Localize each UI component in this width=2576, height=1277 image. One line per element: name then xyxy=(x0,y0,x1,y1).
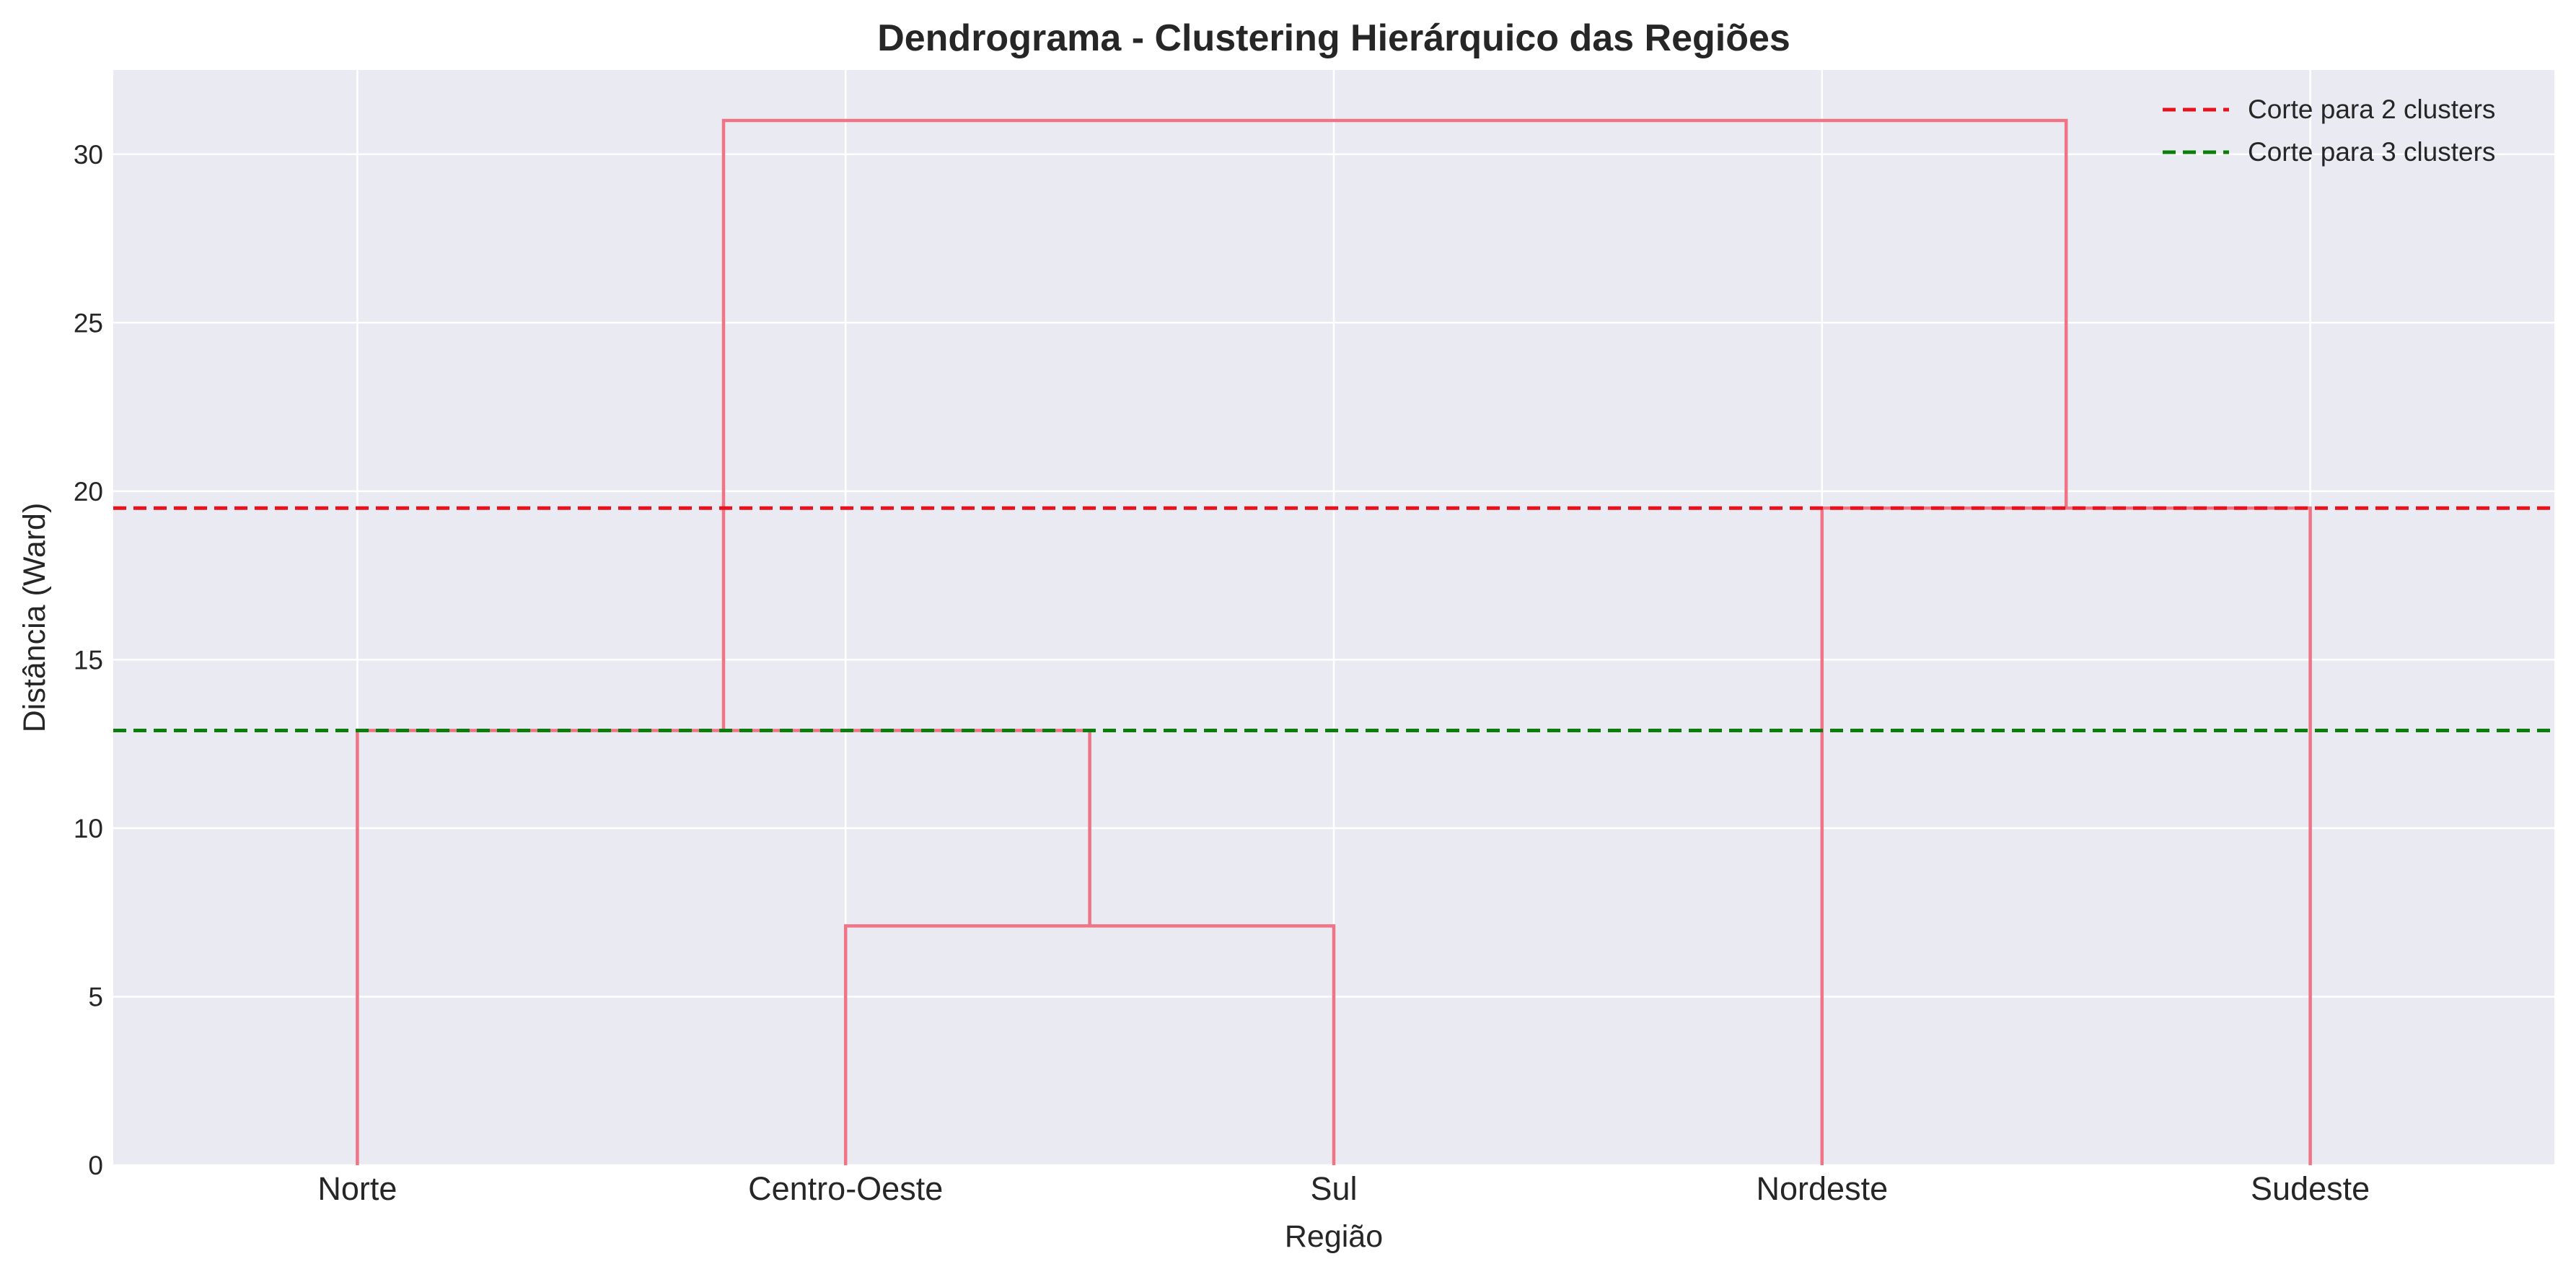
x-tick-label: Norte xyxy=(317,1170,397,1207)
y-tick-label: 10 xyxy=(74,814,103,843)
legend-label-cut-3: Corte para 3 clusters xyxy=(2248,137,2495,167)
y-tick-label: 20 xyxy=(74,477,103,506)
legend-label-cut-2: Corte para 2 clusters xyxy=(2248,95,2495,124)
dendrogram-link xyxy=(721,118,2068,731)
y-tick-labels: 0 5 10 15 20 25 30 xyxy=(74,140,103,1180)
x-tick-label: Nordeste xyxy=(1757,1170,1889,1207)
y-tick-label: 15 xyxy=(74,645,103,675)
y-tick-label: 30 xyxy=(74,140,103,170)
y-tick-label: 0 xyxy=(88,1151,103,1180)
x-tick-label: Sudeste xyxy=(2251,1170,2370,1207)
chart-title: Dendrograma - Clustering Hierárquico das… xyxy=(877,17,1790,59)
x-tick-labels: Norte Centro-Oeste Sul Nordeste Sudeste xyxy=(317,1170,2370,1207)
y-axis-label: Distância (Ward) xyxy=(17,503,52,733)
legend: Corte para 2 clusters Corte para 3 clust… xyxy=(2163,95,2495,167)
cut-lines xyxy=(113,506,2554,732)
x-axis-label: Região xyxy=(1285,1219,1383,1254)
y-tick-label: 5 xyxy=(88,982,103,1011)
x-tick-label: Centro-Oeste xyxy=(748,1170,943,1207)
x-tick-label: Sul xyxy=(1310,1170,1357,1207)
y-tick-label: 25 xyxy=(74,308,103,338)
